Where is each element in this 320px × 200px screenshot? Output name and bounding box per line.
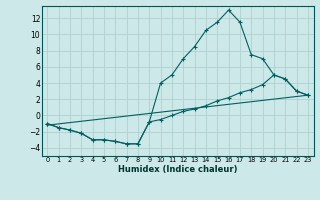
X-axis label: Humidex (Indice chaleur): Humidex (Indice chaleur) — [118, 165, 237, 174]
